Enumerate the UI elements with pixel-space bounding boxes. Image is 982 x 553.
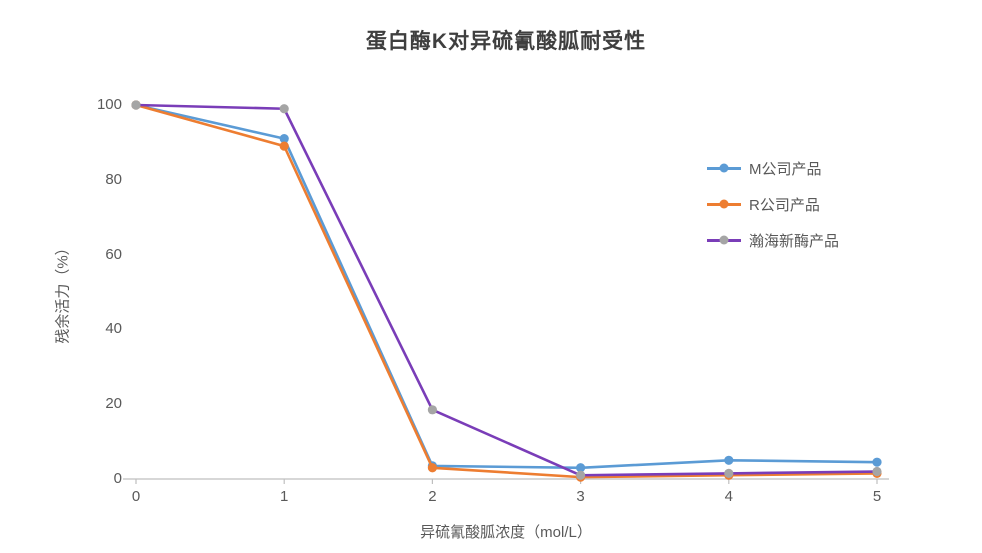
data-point-m <box>724 455 734 465</box>
data-point-m <box>131 100 141 110</box>
data-point-r <box>427 463 437 473</box>
data-point-hanhai <box>724 468 734 478</box>
legend-item-r: R公司产品 <box>707 193 839 215</box>
data-point-m <box>279 134 289 144</box>
data-point-r <box>576 472 586 482</box>
y-tick-label: 0 <box>113 470 122 487</box>
y-tick-label: 80 <box>105 170 122 188</box>
data-point-m <box>576 463 586 473</box>
data-point-m <box>427 461 437 471</box>
legend-label: R公司产品 <box>749 196 820 214</box>
x-tick-label: 5 <box>872 488 882 505</box>
x-tick-label: 1 <box>280 488 289 505</box>
legend-marker-icon <box>707 199 741 209</box>
data-point-r <box>872 468 882 478</box>
data-point-hanhai <box>576 470 586 480</box>
data-point-m <box>872 457 882 467</box>
legend-item-m: M公司产品 <box>707 157 839 179</box>
legend-marker-icon <box>707 163 741 173</box>
legend-item-hanhai: 瀚海新酶产品 <box>707 229 839 251</box>
legend: M公司产品 R公司产品瀚海新酶产品 <box>707 157 839 251</box>
y-tick-label: 20 <box>105 395 122 413</box>
chart-title: 蛋白酶K对异硫氰酸胍耐受性 <box>365 30 647 53</box>
data-point-hanhai <box>427 405 437 415</box>
data-point-hanhai <box>872 466 882 477</box>
legend-marker-icon <box>707 235 741 245</box>
x-axis-title: 异硫氰酸胍浓度（mol/L） <box>420 524 592 541</box>
x-tick-label: 0 <box>131 488 141 505</box>
y-axis-title: 残余活力（%） <box>54 240 72 344</box>
data-point-hanhai <box>279 104 289 114</box>
legend-label: M公司产品 <box>749 160 822 178</box>
y-tick-label: 100 <box>96 96 122 113</box>
y-tick-label: 40 <box>105 320 122 338</box>
x-tick-label: 4 <box>724 488 733 505</box>
y-tick-label: 60 <box>105 245 122 263</box>
x-tick-label: 3 <box>576 488 585 505</box>
data-point-hanhai <box>131 100 141 110</box>
data-point-r <box>724 470 734 480</box>
x-tick-label: 2 <box>428 488 437 505</box>
data-point-r <box>131 100 141 110</box>
data-point-r <box>279 141 289 151</box>
legend-label: 瀚海新酶产品 <box>749 232 840 250</box>
